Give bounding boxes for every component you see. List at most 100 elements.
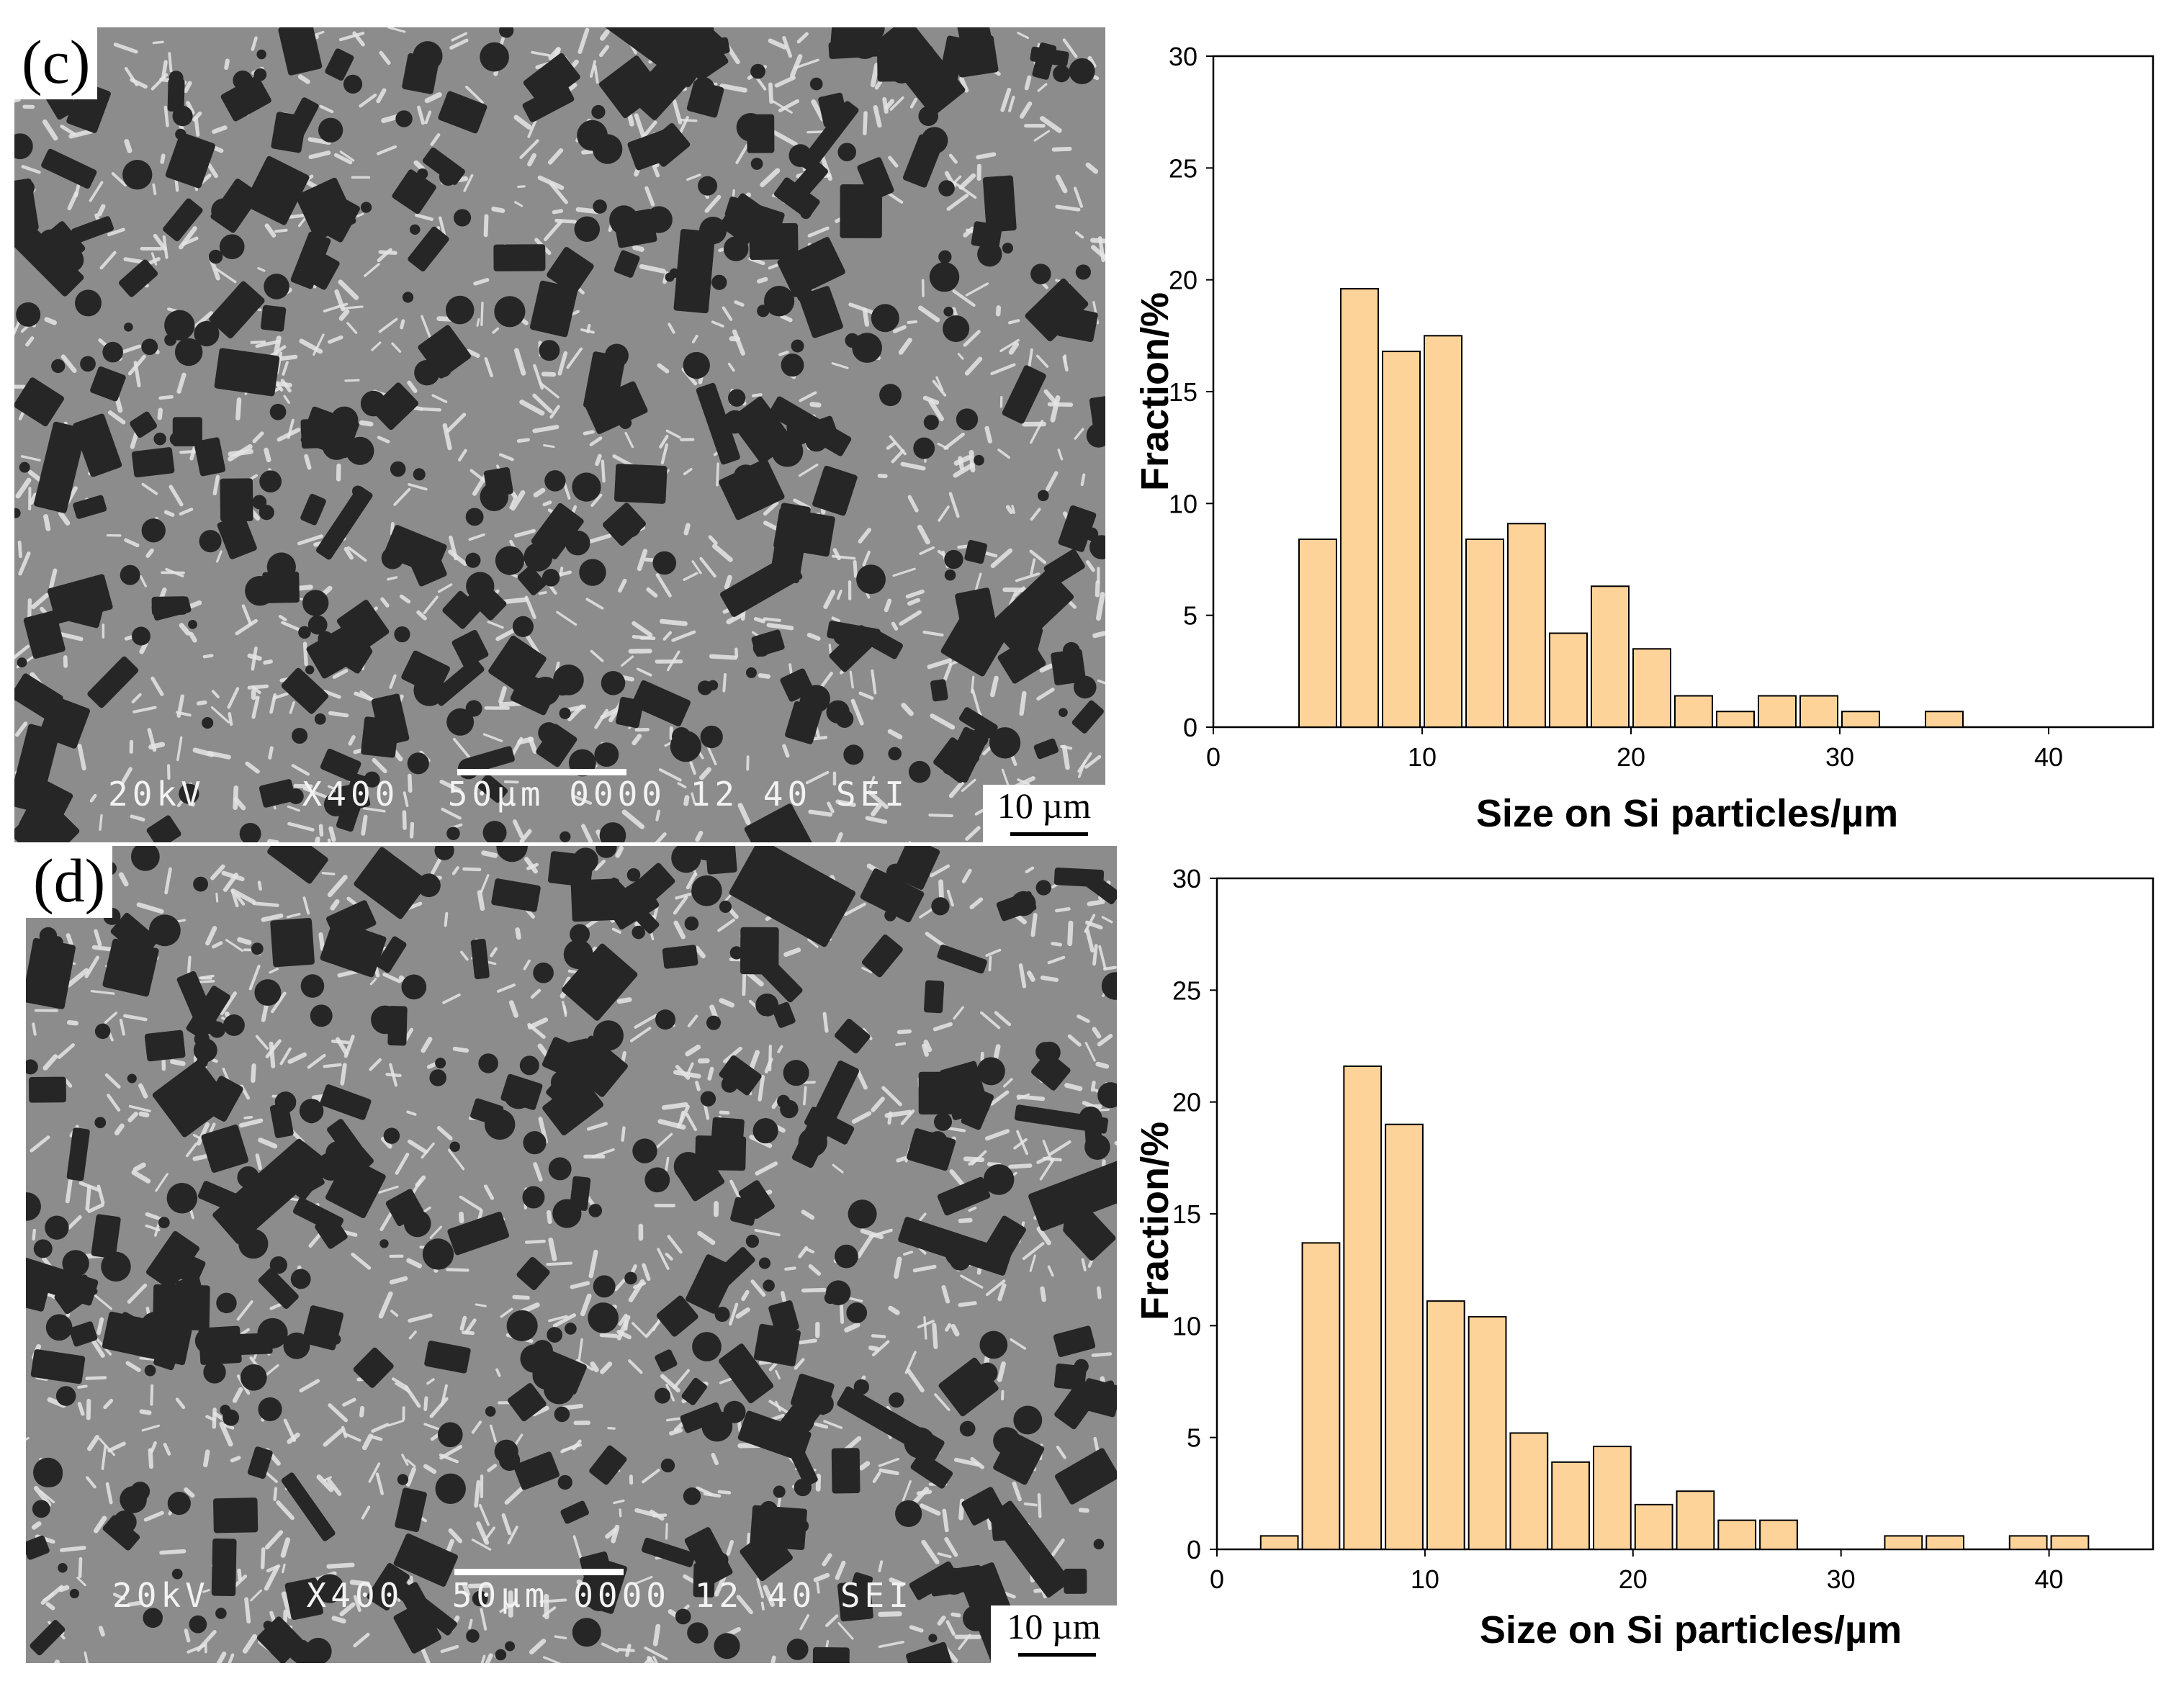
primary-si-particle — [752, 1118, 778, 1144]
primary-si-particle — [969, 729, 989, 748]
eutectic-si — [768, 38, 787, 50]
histogram-bar — [1841, 711, 1880, 729]
eutectic-si — [318, 824, 324, 837]
primary-si-particle — [413, 468, 426, 481]
eutectic-si — [212, 1408, 217, 1429]
eutectic-si — [271, 991, 287, 1014]
eutectic-si — [86, 1476, 96, 1489]
primary-si-particle — [552, 1199, 582, 1228]
primary-si-particle — [401, 974, 427, 1000]
primary-si-particle — [239, 823, 261, 842]
eutectic-si — [1023, 1502, 1038, 1507]
primary-si-particle — [796, 1519, 809, 1533]
eutectic-si — [287, 1432, 300, 1444]
primary-si-particle — [143, 1608, 163, 1629]
eutectic-si — [211, 690, 220, 698]
eutectic-si — [927, 658, 953, 670]
eutectic-si — [103, 1398, 114, 1410]
primary-si-particle — [1093, 1539, 1105, 1550]
eutectic-si — [1029, 549, 1047, 564]
primary-si-particle — [541, 1037, 576, 1075]
primary-si-particle — [379, 1239, 389, 1248]
eutectic-si — [965, 826, 981, 841]
primary-si-particle — [632, 1138, 657, 1163]
eutectic-si — [323, 690, 341, 699]
eutectic-si — [673, 896, 688, 915]
histogram-c-svg: Fraction/% Size on Si particles/µm 05101… — [1133, 42, 2154, 835]
eutectic-si — [139, 1409, 152, 1415]
primary-si-particle — [719, 1055, 762, 1096]
eutectic-si — [442, 423, 452, 451]
eutectic-si — [339, 150, 355, 162]
eutectic-si — [912, 1264, 937, 1273]
primary-si-particle — [516, 1256, 550, 1290]
y-tick-label: 20 — [1172, 1088, 1201, 1117]
eutectic-si — [212, 941, 223, 949]
histogram-bar — [1424, 335, 1462, 729]
primary-si-particle — [383, 525, 447, 576]
primary-si-particle — [744, 803, 813, 842]
eutectic-si — [107, 1094, 121, 1112]
primary-si-particle — [491, 878, 541, 912]
primary-si-particle — [788, 160, 828, 202]
primary-si-particle — [758, 1328, 796, 1360]
primary-si-particle — [997, 637, 1046, 684]
primary-si-particle — [175, 128, 187, 140]
eutectic-si — [439, 216, 446, 238]
primary-si-particle — [736, 113, 765, 142]
primary-si-particle — [164, 310, 195, 341]
eutectic-si — [482, 733, 503, 742]
eutectic-si — [252, 901, 279, 907]
primary-si-particle — [684, 916, 699, 931]
primary-si-particle — [835, 1244, 858, 1269]
eutectic-si — [389, 1276, 408, 1285]
eutectic-si — [31, 1521, 42, 1530]
eutectic-si — [421, 1037, 433, 1053]
eutectic-si — [203, 1449, 210, 1467]
eutectic-si — [923, 1316, 927, 1340]
histogram-bar — [1259, 1535, 1299, 1550]
eutectic-si — [673, 1070, 701, 1079]
eutectic-si — [963, 226, 975, 238]
eutectic-si — [395, 1153, 410, 1175]
primary-si-particle — [146, 1230, 200, 1290]
eutectic-si — [832, 1163, 844, 1174]
primary-si-particle — [768, 1300, 799, 1335]
eutectic-si — [315, 836, 320, 842]
eutectic-si — [168, 52, 173, 73]
eutectic-si — [243, 1115, 253, 1120]
eutectic-si — [988, 955, 992, 972]
primary-si-particle — [559, 707, 571, 719]
primary-si-particle — [745, 1234, 760, 1248]
eutectic-si — [196, 1122, 210, 1146]
eutectic-si — [512, 819, 524, 839]
eutectic-si — [150, 676, 164, 696]
eutectic-si — [1080, 473, 1086, 487]
primary-si-particle — [325, 48, 354, 81]
primary-si-particle — [17, 780, 46, 809]
eutectic-si — [480, 874, 490, 893]
primary-si-particle — [208, 249, 223, 264]
primary-si-particle — [701, 1410, 733, 1442]
eutectic-si — [984, 1129, 1010, 1141]
eutectic-si — [487, 621, 504, 629]
eutectic-si — [591, 1148, 615, 1158]
eutectic-si — [274, 228, 288, 233]
primary-si-particle — [930, 679, 948, 702]
eutectic-si — [141, 1424, 160, 1432]
eutectic-si — [1007, 319, 1020, 325]
primary-si-particle — [153, 432, 166, 446]
eutectic-si — [440, 1384, 448, 1407]
eutectic-si — [549, 182, 568, 204]
eutectic-si — [18, 551, 31, 576]
eutectic-si — [1064, 1083, 1083, 1091]
eutectic-si — [141, 482, 158, 495]
primary-si-particle — [148, 914, 181, 947]
eutectic-si — [220, 991, 237, 1015]
eutectic-si — [216, 1651, 227, 1663]
eutectic-si — [63, 1078, 73, 1088]
eutectic-si — [1051, 942, 1063, 947]
eutectic-si — [255, 1035, 269, 1050]
eutectic-si — [881, 1086, 902, 1107]
eutectic-si — [588, 1249, 598, 1279]
